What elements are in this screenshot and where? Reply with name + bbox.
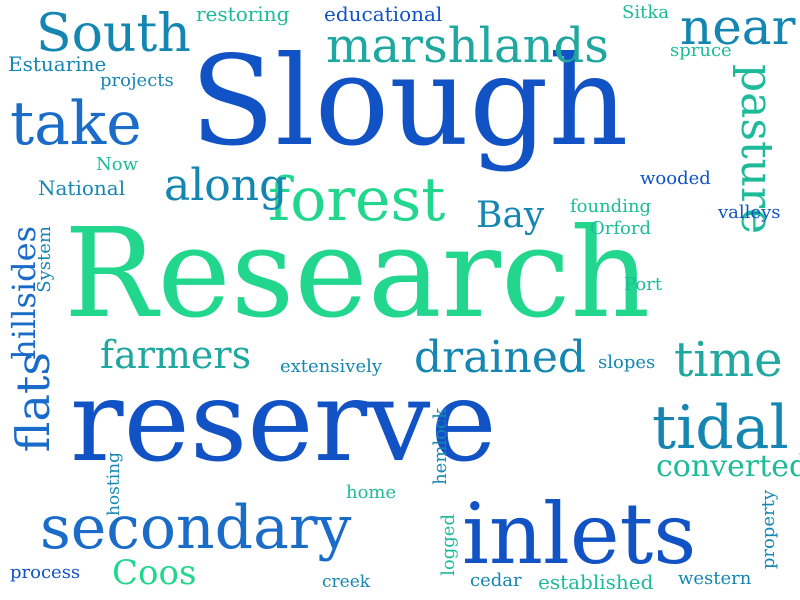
word-secondary: secondary: [40, 493, 352, 563]
word-process: process: [10, 562, 81, 583]
word-forest: forest: [268, 165, 446, 235]
word-marshlands: marshlands: [326, 18, 609, 74]
word-restoring: restoring: [196, 2, 290, 26]
word-valleys: valleys: [718, 202, 781, 223]
word-hemlock: hemlock: [430, 408, 451, 485]
word-wooded: wooded: [640, 168, 711, 189]
word-slough: Slough: [190, 30, 629, 174]
word-property: property: [758, 490, 779, 570]
word-educational: educational: [324, 2, 443, 26]
word-reserve: reserve: [70, 357, 497, 487]
word-tidal: tidal: [652, 393, 789, 463]
word-slopes: slopes: [598, 352, 656, 373]
word-south: South: [36, 4, 191, 64]
word-now: Now: [96, 154, 138, 175]
word-western: western: [678, 568, 752, 589]
word-extensively: extensively: [280, 356, 383, 377]
word-established: established: [538, 570, 654, 594]
word-coos: pasture: [731, 64, 782, 235]
word-take: take: [10, 89, 142, 159]
word-flats: Bay: [476, 195, 545, 236]
word-farmers: farmers: [100, 333, 252, 377]
word-national: National: [38, 176, 126, 200]
word-converted: Coos: [112, 553, 197, 593]
word-orford: Orford: [590, 218, 651, 239]
word-founding: founding: [570, 196, 652, 217]
word-port: Port: [624, 274, 663, 295]
word-cedar: cedar: [470, 570, 522, 591]
word-time: time: [674, 332, 783, 388]
word-bay: along: [164, 160, 288, 211]
word-near: near: [680, 0, 796, 56]
word-drained: drained: [414, 332, 587, 383]
word-along: flats: [6, 352, 60, 453]
word-hosting: hosting: [104, 452, 124, 517]
word-projects: projects: [100, 70, 174, 91]
word-spruce: spruce: [670, 40, 732, 61]
word-system: System: [34, 226, 55, 293]
word-logged: logged: [438, 514, 459, 576]
word-inlets: inlets: [462, 485, 697, 583]
word-creek: creek: [322, 572, 371, 592]
word-estuarine: Estuarine: [8, 52, 107, 76]
word-hillsides: converted: [656, 449, 800, 484]
word-sitka: Sitka: [622, 2, 669, 23]
word-home: home: [346, 482, 397, 503]
word-research: Research: [64, 202, 651, 346]
